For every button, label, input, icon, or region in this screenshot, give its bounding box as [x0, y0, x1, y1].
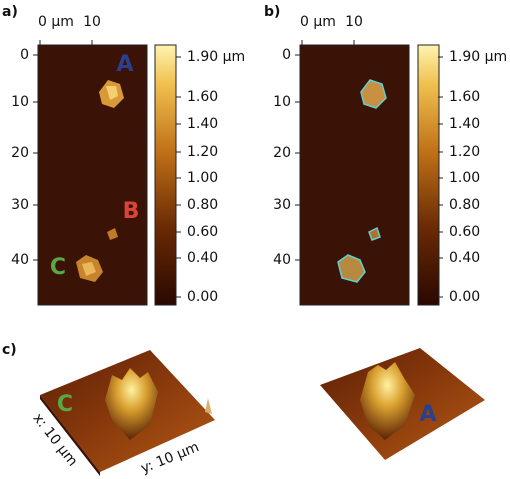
colorbar-label: 0.40: [449, 250, 480, 266]
annotation: C: [50, 255, 66, 280]
particles: [76, 80, 124, 282]
colorbar-label: 0.40: [187, 250, 218, 266]
colorbar-label: 0.00: [187, 289, 218, 305]
annotation: B: [123, 199, 140, 224]
colorbar-label: 0.00: [449, 289, 480, 305]
y-tick-label: 10: [11, 94, 29, 110]
colorbar-label: 1.00: [187, 170, 218, 186]
annotation: A: [419, 402, 436, 427]
colorbar-label: 0.80: [449, 197, 480, 213]
colorbar-label: 1.40: [449, 116, 480, 132]
annotation: A: [116, 52, 133, 77]
y-tick-label: 30: [11, 197, 29, 213]
y-tick-label: 40: [11, 252, 29, 268]
colorbar-label: 1.20: [187, 144, 218, 160]
x-tick-label: 10: [345, 14, 363, 30]
y-tick-label: 20: [273, 145, 291, 161]
particles-outlined: [337, 79, 387, 283]
x-tick-label: 0 µm: [38, 14, 74, 30]
colorbar-label: 1.40: [187, 116, 218, 132]
colorbar: [417, 44, 440, 306]
surface-3d: [40, 350, 215, 476]
y-tick-label: 40: [273, 252, 291, 268]
y-tick-label: 20: [11, 145, 29, 161]
panel-label: c): [2, 342, 17, 358]
colorbar-label: 1.60: [187, 89, 218, 105]
x-tick-label: 10: [83, 14, 101, 30]
colorbar-label: 1.60: [449, 89, 480, 105]
panel-label: b): [264, 4, 280, 20]
annotation: C: [57, 392, 73, 417]
colorbar-label: 0.60: [187, 224, 218, 240]
colorbar-label: 1.90 µm: [449, 49, 507, 65]
panel-label: a): [2, 4, 18, 20]
y-tick-label: 0: [282, 47, 291, 63]
colorbar: [154, 44, 177, 306]
surface-3d: [320, 348, 485, 460]
y-tick-label: 30: [273, 197, 291, 213]
colorbar-label: 1.00: [449, 170, 480, 186]
x-tick-label: 0 µm: [300, 14, 336, 30]
colorbar-label: 0.60: [449, 224, 480, 240]
y-tick-label: 0: [20, 47, 29, 63]
colorbar-label: 0.80: [187, 197, 218, 213]
y-tick-label: 10: [273, 94, 291, 110]
colorbar-label: 1.20: [449, 144, 480, 160]
colorbar-label: 1.90 µm: [187, 49, 245, 65]
